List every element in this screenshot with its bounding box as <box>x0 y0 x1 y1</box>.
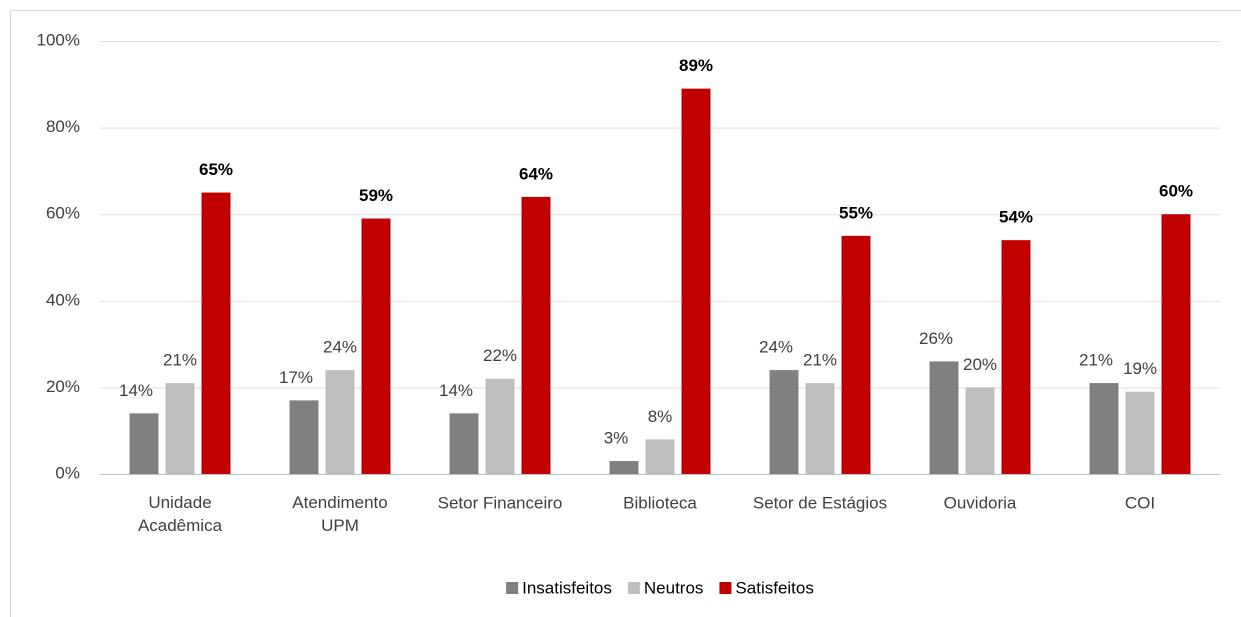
bar <box>769 370 799 474</box>
data-label: 21% <box>803 351 837 370</box>
data-label: 59% <box>359 186 393 205</box>
data-label: 60% <box>1159 182 1193 201</box>
bar <box>841 235 871 474</box>
bar <box>485 378 515 474</box>
bar <box>681 88 711 474</box>
x-tick-label: Ouvidoria <box>944 493 1017 512</box>
y-tick-label: 0% <box>55 463 80 482</box>
x-tick-label: Setor de Estágios <box>753 493 887 512</box>
y-tick-label: 60% <box>46 204 80 223</box>
legend-label: Neutros <box>644 578 704 597</box>
bar <box>325 370 355 474</box>
bar <box>449 413 479 474</box>
data-label: 54% <box>999 208 1033 227</box>
data-label: 20% <box>963 355 997 374</box>
data-label: 19% <box>1123 359 1157 378</box>
bar <box>361 218 391 474</box>
bar <box>609 461 639 474</box>
data-label: 14% <box>119 381 153 400</box>
data-label: 17% <box>279 368 313 387</box>
legend-swatch <box>719 582 732 594</box>
data-label: 21% <box>163 351 197 370</box>
bar <box>129 413 159 474</box>
data-label: 55% <box>839 203 873 222</box>
bar <box>1001 240 1031 474</box>
chart-border <box>10 10 1241 617</box>
legend-label: Satisfeitos <box>735 578 813 597</box>
bar <box>1161 214 1191 474</box>
x-tick-label: Atendimento UPM <box>292 493 387 535</box>
data-label: 64% <box>519 164 553 183</box>
legend-label: Insatisfeitos <box>522 578 612 597</box>
bar <box>805 383 835 474</box>
data-label: 14% <box>439 381 473 400</box>
bar <box>165 383 195 474</box>
data-label: 21% <box>1079 351 1113 370</box>
legend-swatch <box>506 582 519 594</box>
bar <box>201 192 231 475</box>
data-label: 22% <box>483 346 517 365</box>
x-tick-label: COI <box>1125 493 1155 512</box>
bar <box>1089 383 1119 474</box>
data-label: 89% <box>679 56 713 75</box>
x-tick-label: Unidade Acadêmica <box>138 493 223 535</box>
bar <box>1125 391 1155 474</box>
bar <box>521 196 551 474</box>
data-label: 24% <box>759 338 793 357</box>
data-label: 65% <box>199 160 233 179</box>
x-tick-label: Biblioteca <box>623 493 697 512</box>
data-label: 8% <box>648 407 673 426</box>
bar <box>929 361 959 474</box>
y-tick-label: 80% <box>46 117 80 136</box>
y-tick-label: 20% <box>46 377 80 396</box>
bar <box>289 400 319 474</box>
legend-swatch <box>627 582 640 594</box>
data-label: 3% <box>604 428 629 447</box>
x-tick-label: Setor Financeiro <box>438 493 563 512</box>
bar <box>965 387 995 474</box>
y-tick-label: 100% <box>37 30 80 49</box>
data-label: 24% <box>323 338 357 357</box>
bar <box>645 439 675 474</box>
y-tick-label: 40% <box>46 290 80 309</box>
data-label: 26% <box>919 329 953 348</box>
